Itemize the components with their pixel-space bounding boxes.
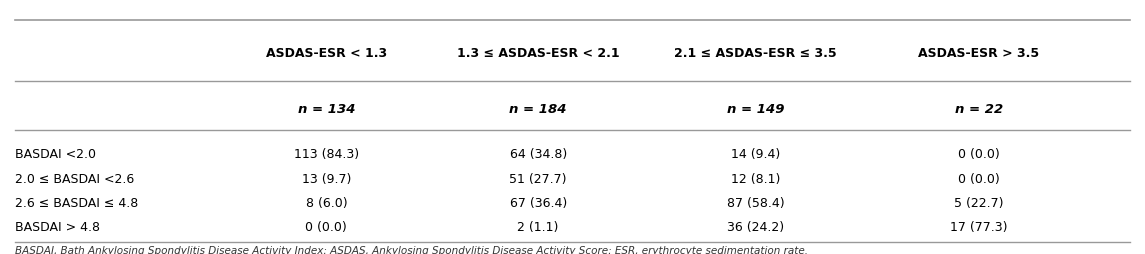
Text: ASDAS-ESR > 3.5: ASDAS-ESR > 3.5 (918, 47, 1040, 60)
Text: 0 (0.0): 0 (0.0) (958, 148, 1000, 162)
Text: BASDAI <2.0: BASDAI <2.0 (15, 148, 96, 162)
Text: 2.6 ≤ BASDAI ≤ 4.8: 2.6 ≤ BASDAI ≤ 4.8 (15, 197, 139, 210)
Text: 2.0 ≤ BASDAI <2.6: 2.0 ≤ BASDAI <2.6 (15, 172, 134, 186)
Text: 8 (6.0): 8 (6.0) (306, 197, 347, 210)
Text: 2.1 ≤ ASDAS-ESR ≤ 3.5: 2.1 ≤ ASDAS-ESR ≤ 3.5 (674, 47, 837, 60)
Text: 51 (27.7): 51 (27.7) (510, 172, 567, 186)
Text: 36 (24.2): 36 (24.2) (727, 221, 784, 234)
Text: 64 (34.8): 64 (34.8) (510, 148, 567, 162)
Text: ASDAS-ESR < 1.3: ASDAS-ESR < 1.3 (266, 47, 387, 60)
Text: n = 184: n = 184 (510, 103, 567, 116)
Text: BASDAI > 4.8: BASDAI > 4.8 (15, 221, 100, 234)
Text: n = 22: n = 22 (955, 103, 1003, 116)
Text: 1.3 ≤ ASDAS-ESR < 2.1: 1.3 ≤ ASDAS-ESR < 2.1 (457, 47, 619, 60)
Text: n = 134: n = 134 (298, 103, 355, 116)
Text: BASDAI, Bath Ankylosing Spondylitis Disease Activity Index; ASDAS, Ankylosing Sp: BASDAI, Bath Ankylosing Spondylitis Dise… (15, 246, 808, 254)
Text: 14 (9.4): 14 (9.4) (731, 148, 781, 162)
Text: 2 (1.1): 2 (1.1) (518, 221, 559, 234)
Text: 87 (58.4): 87 (58.4) (727, 197, 784, 210)
Text: 5 (22.7): 5 (22.7) (954, 197, 1004, 210)
Text: 12 (8.1): 12 (8.1) (731, 172, 781, 186)
Text: 0 (0.0): 0 (0.0) (306, 221, 347, 234)
Text: 13 (9.7): 13 (9.7) (301, 172, 352, 186)
Text: 17 (77.3): 17 (77.3) (950, 221, 1008, 234)
Text: 67 (36.4): 67 (36.4) (510, 197, 567, 210)
Text: n = 149: n = 149 (727, 103, 784, 116)
Text: 113 (84.3): 113 (84.3) (294, 148, 358, 162)
Text: 0 (0.0): 0 (0.0) (958, 172, 1000, 186)
